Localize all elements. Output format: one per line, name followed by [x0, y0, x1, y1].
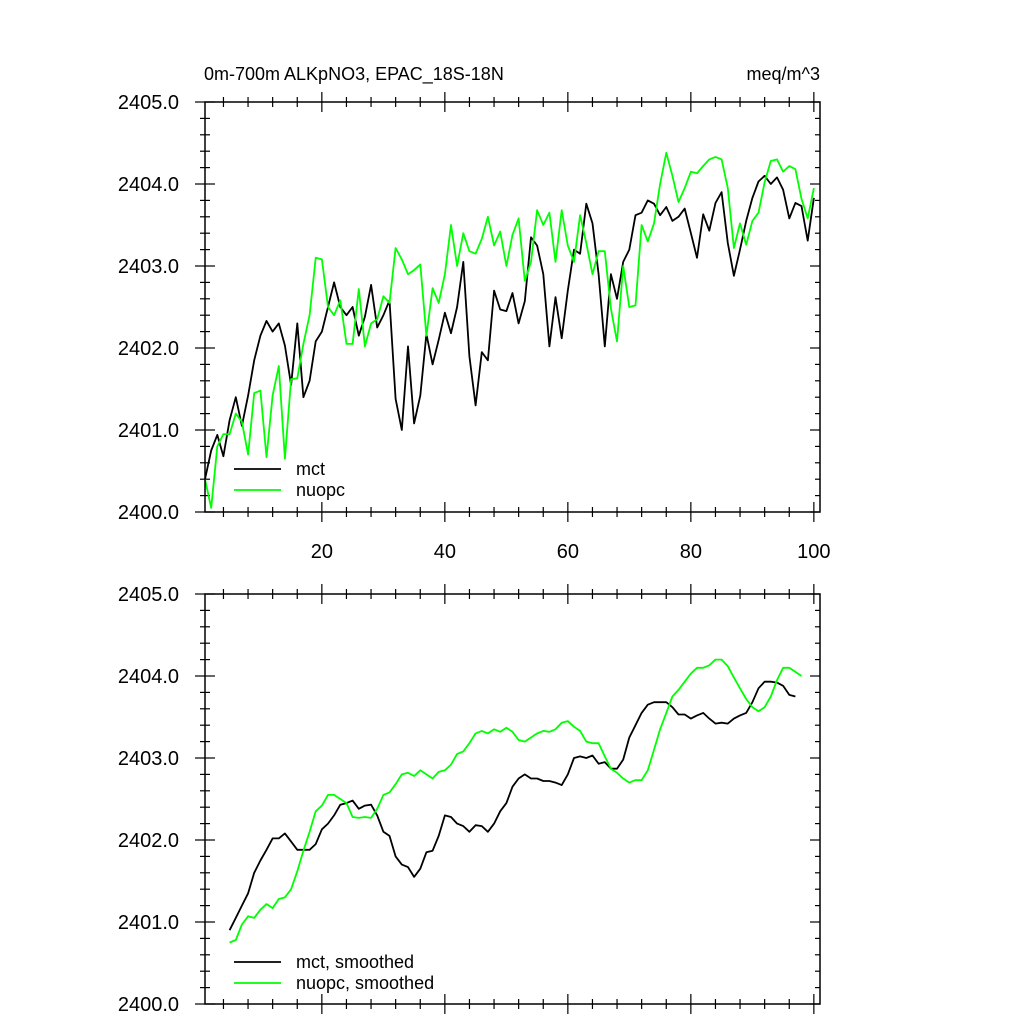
legend-label: nuopc, smoothed [296, 973, 434, 993]
legend-label: mct [296, 459, 325, 479]
y-tick-label: 2402.0 [118, 830, 179, 852]
y-tick-label: 2405.0 [118, 584, 179, 606]
series-line-mct [228, 680, 796, 931]
bottom-panel: 2400.0 2401.0 2402.0 2403.0 2404.0 2405.0 mct… [118, 584, 821, 1016]
y-tick-label: 2404.0 [118, 666, 179, 688]
x-tick-label: 20 [311, 541, 333, 563]
units-label: meq/m^3 [747, 64, 820, 84]
x-tick-label: 80 [680, 541, 702, 563]
bottom-series [228, 658, 803, 944]
series-line-nuopc [229, 658, 803, 944]
bottom-plot-frame [204, 593, 821, 1005]
top-y-tick-labels: 2400.0 2401.0 2402.0 2403.0 2404.0 2405.0 [118, 92, 179, 524]
y-tick-label: 2401.0 [118, 912, 179, 934]
legend-label: mct, smoothed [296, 952, 414, 972]
x-tick-label: 100 [797, 541, 830, 563]
y-tick-label: 2402.0 [118, 338, 179, 360]
y-tick-label: 2403.0 [118, 748, 179, 770]
series-line-nuopc [204, 151, 815, 509]
chart-title: 0m-700m ALKpNO3, EPAC_18S-18N [204, 64, 504, 85]
bottom-y-tick-labels: 2400.0 2401.0 2402.0 2403.0 2404.0 2405.0 [118, 584, 179, 1016]
top-panel: 0m-700m ALKpNO3, EPAC_18S-18N meq/m^3 24… [118, 64, 831, 563]
top-plot-frame [204, 101, 821, 513]
x-tick-label: 40 [434, 541, 456, 563]
top-x-tick-labels: 20 40 60 80 100 [311, 541, 831, 563]
top-ticks [195, 92, 820, 522]
y-tick-label: 2400.0 [118, 502, 179, 524]
y-tick-label: 2403.0 [118, 256, 179, 278]
top-series [204, 151, 815, 509]
bottom-ticks [195, 584, 820, 1014]
y-tick-label: 2400.0 [118, 994, 179, 1016]
legend-label: nuopc [296, 480, 345, 500]
y-tick-label: 2404.0 [118, 174, 179, 196]
y-tick-label: 2401.0 [118, 420, 179, 442]
y-tick-label: 2405.0 [118, 92, 179, 114]
x-tick-label: 60 [557, 541, 579, 563]
series-line-mct [204, 174, 815, 480]
